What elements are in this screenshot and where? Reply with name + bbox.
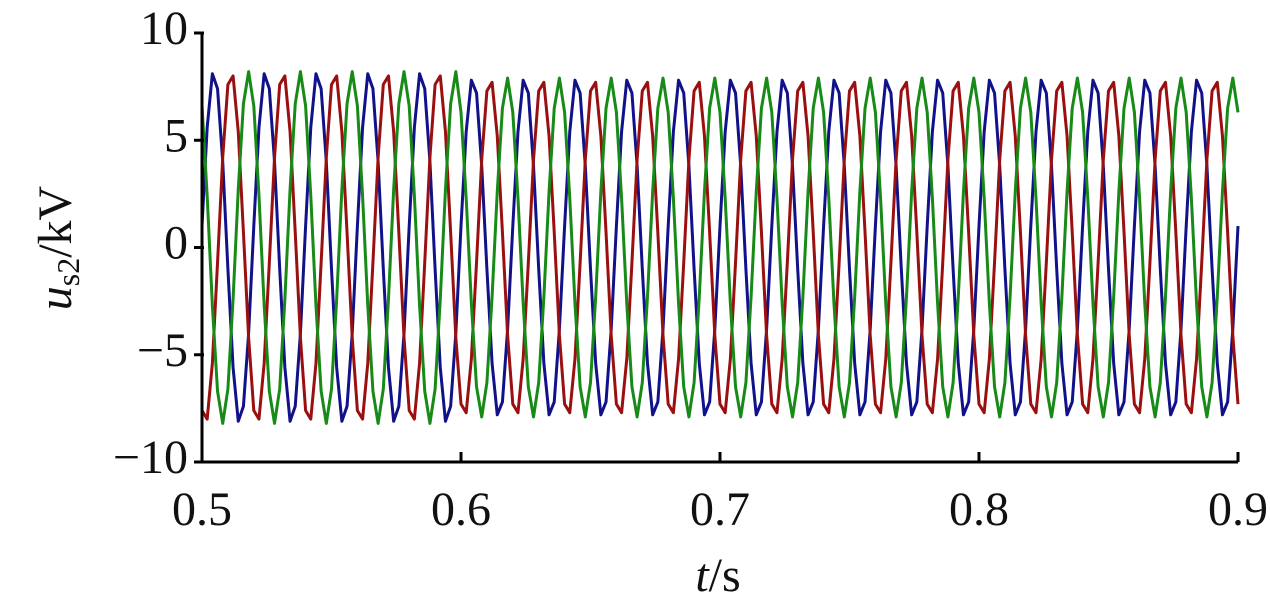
y-tick-label: 5 — [164, 109, 188, 162]
x-label-unit: /s — [709, 549, 741, 602]
y-label-unit: /kV — [29, 185, 82, 257]
y-tick-label: −5 — [137, 324, 188, 377]
y-tick-label: 0 — [164, 217, 188, 270]
series-line — [200, 70, 1240, 425]
series-line — [200, 74, 1240, 421]
y-label-symbol: u — [29, 286, 82, 310]
y-tick-label: −10 — [113, 431, 188, 484]
y-tick-label: 10 — [140, 2, 188, 55]
x-axis-label: t/s — [695, 549, 740, 602]
series-line — [200, 72, 1240, 423]
y-label-subscript: s2 — [50, 258, 86, 286]
x-tick-label: 0.7 — [690, 483, 750, 536]
x-tick-label: 0.8 — [949, 483, 1009, 536]
x-label-symbol: t — [695, 549, 710, 602]
y-axis-label: us2/kV — [29, 185, 86, 310]
x-tick-label: 0.5 — [172, 483, 232, 536]
x-tick-label: 0.6 — [431, 483, 491, 536]
x-tick-label: 0.9 — [1208, 483, 1268, 536]
